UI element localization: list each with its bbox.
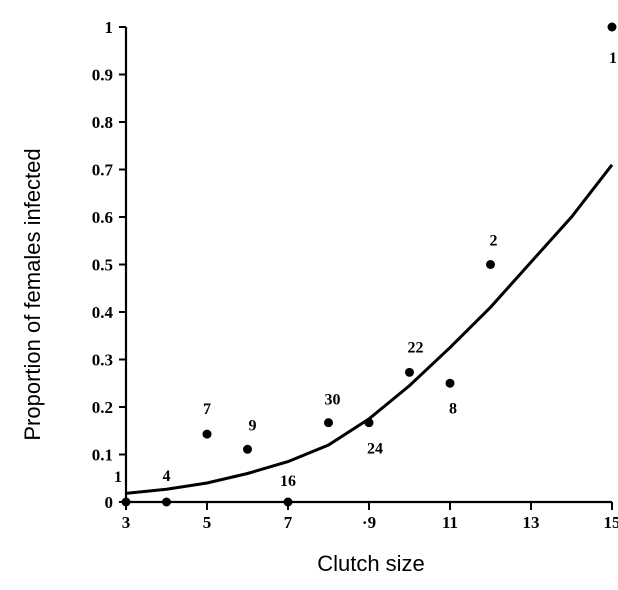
y-tick-label: 1 xyxy=(105,18,114,37)
point-sample-size-labels: 1 4 7 9 16 30 24 22 8 2 1 xyxy=(114,50,617,490)
y-tick-label: 0 xyxy=(105,493,114,512)
point-label: 22 xyxy=(408,339,424,356)
x-axis-title: Clutch size xyxy=(317,551,425,576)
data-point xyxy=(121,497,131,507)
data-point xyxy=(283,497,293,507)
point-label: 9 xyxy=(249,417,257,434)
y-tick-label: 0.8 xyxy=(92,113,113,132)
point-label: 24 xyxy=(367,441,383,458)
y-axis-ticks: 0 0.1 0.2 0.3 0.4 0.5 0.6 0.7 0.8 0.9 1 xyxy=(92,18,126,512)
x-tick-label: 11 xyxy=(442,513,458,532)
point-label: 8 xyxy=(449,400,457,417)
data-point xyxy=(243,444,252,454)
point-label: 2 xyxy=(490,233,498,250)
point-label: 7 xyxy=(203,401,211,418)
y-tick-label: 0.5 xyxy=(92,256,113,275)
point-label: 1 xyxy=(114,469,122,486)
data-points xyxy=(121,22,617,507)
data-point xyxy=(445,378,455,388)
x-tick-label: 5 xyxy=(203,513,212,532)
x-axis-ticks: 3 5 7 ·9 11 13 15 xyxy=(122,502,618,532)
y-axis-title: Proportion of females infected xyxy=(20,148,45,440)
point-label: 1 xyxy=(609,50,617,67)
data-point xyxy=(162,497,171,507)
y-tick-label: 0.4 xyxy=(92,303,114,322)
data-point xyxy=(607,22,617,32)
point-label: 16 xyxy=(280,473,296,490)
y-tick-label: 0.6 xyxy=(92,208,113,227)
y-tick-label: 0.9 xyxy=(92,66,113,85)
x-tick-label: ·9 xyxy=(362,513,376,532)
data-point xyxy=(486,260,495,269)
data-point xyxy=(324,418,333,428)
x-tick-label: 7 xyxy=(284,513,293,532)
y-tick-label: 0.7 xyxy=(92,161,114,180)
point-label: 30 xyxy=(325,392,341,409)
point-label: 4 xyxy=(163,468,171,485)
data-point xyxy=(405,367,414,377)
data-point xyxy=(202,429,212,439)
x-tick-label: 13 xyxy=(523,513,540,532)
y-tick-label: 0.1 xyxy=(92,446,113,465)
x-tick-label: 15 xyxy=(604,513,618,532)
data-point xyxy=(364,418,374,428)
y-tick-label: 0.3 xyxy=(92,351,113,370)
y-tick-label: 0.2 xyxy=(92,398,113,417)
x-tick-label: 3 xyxy=(122,513,131,532)
